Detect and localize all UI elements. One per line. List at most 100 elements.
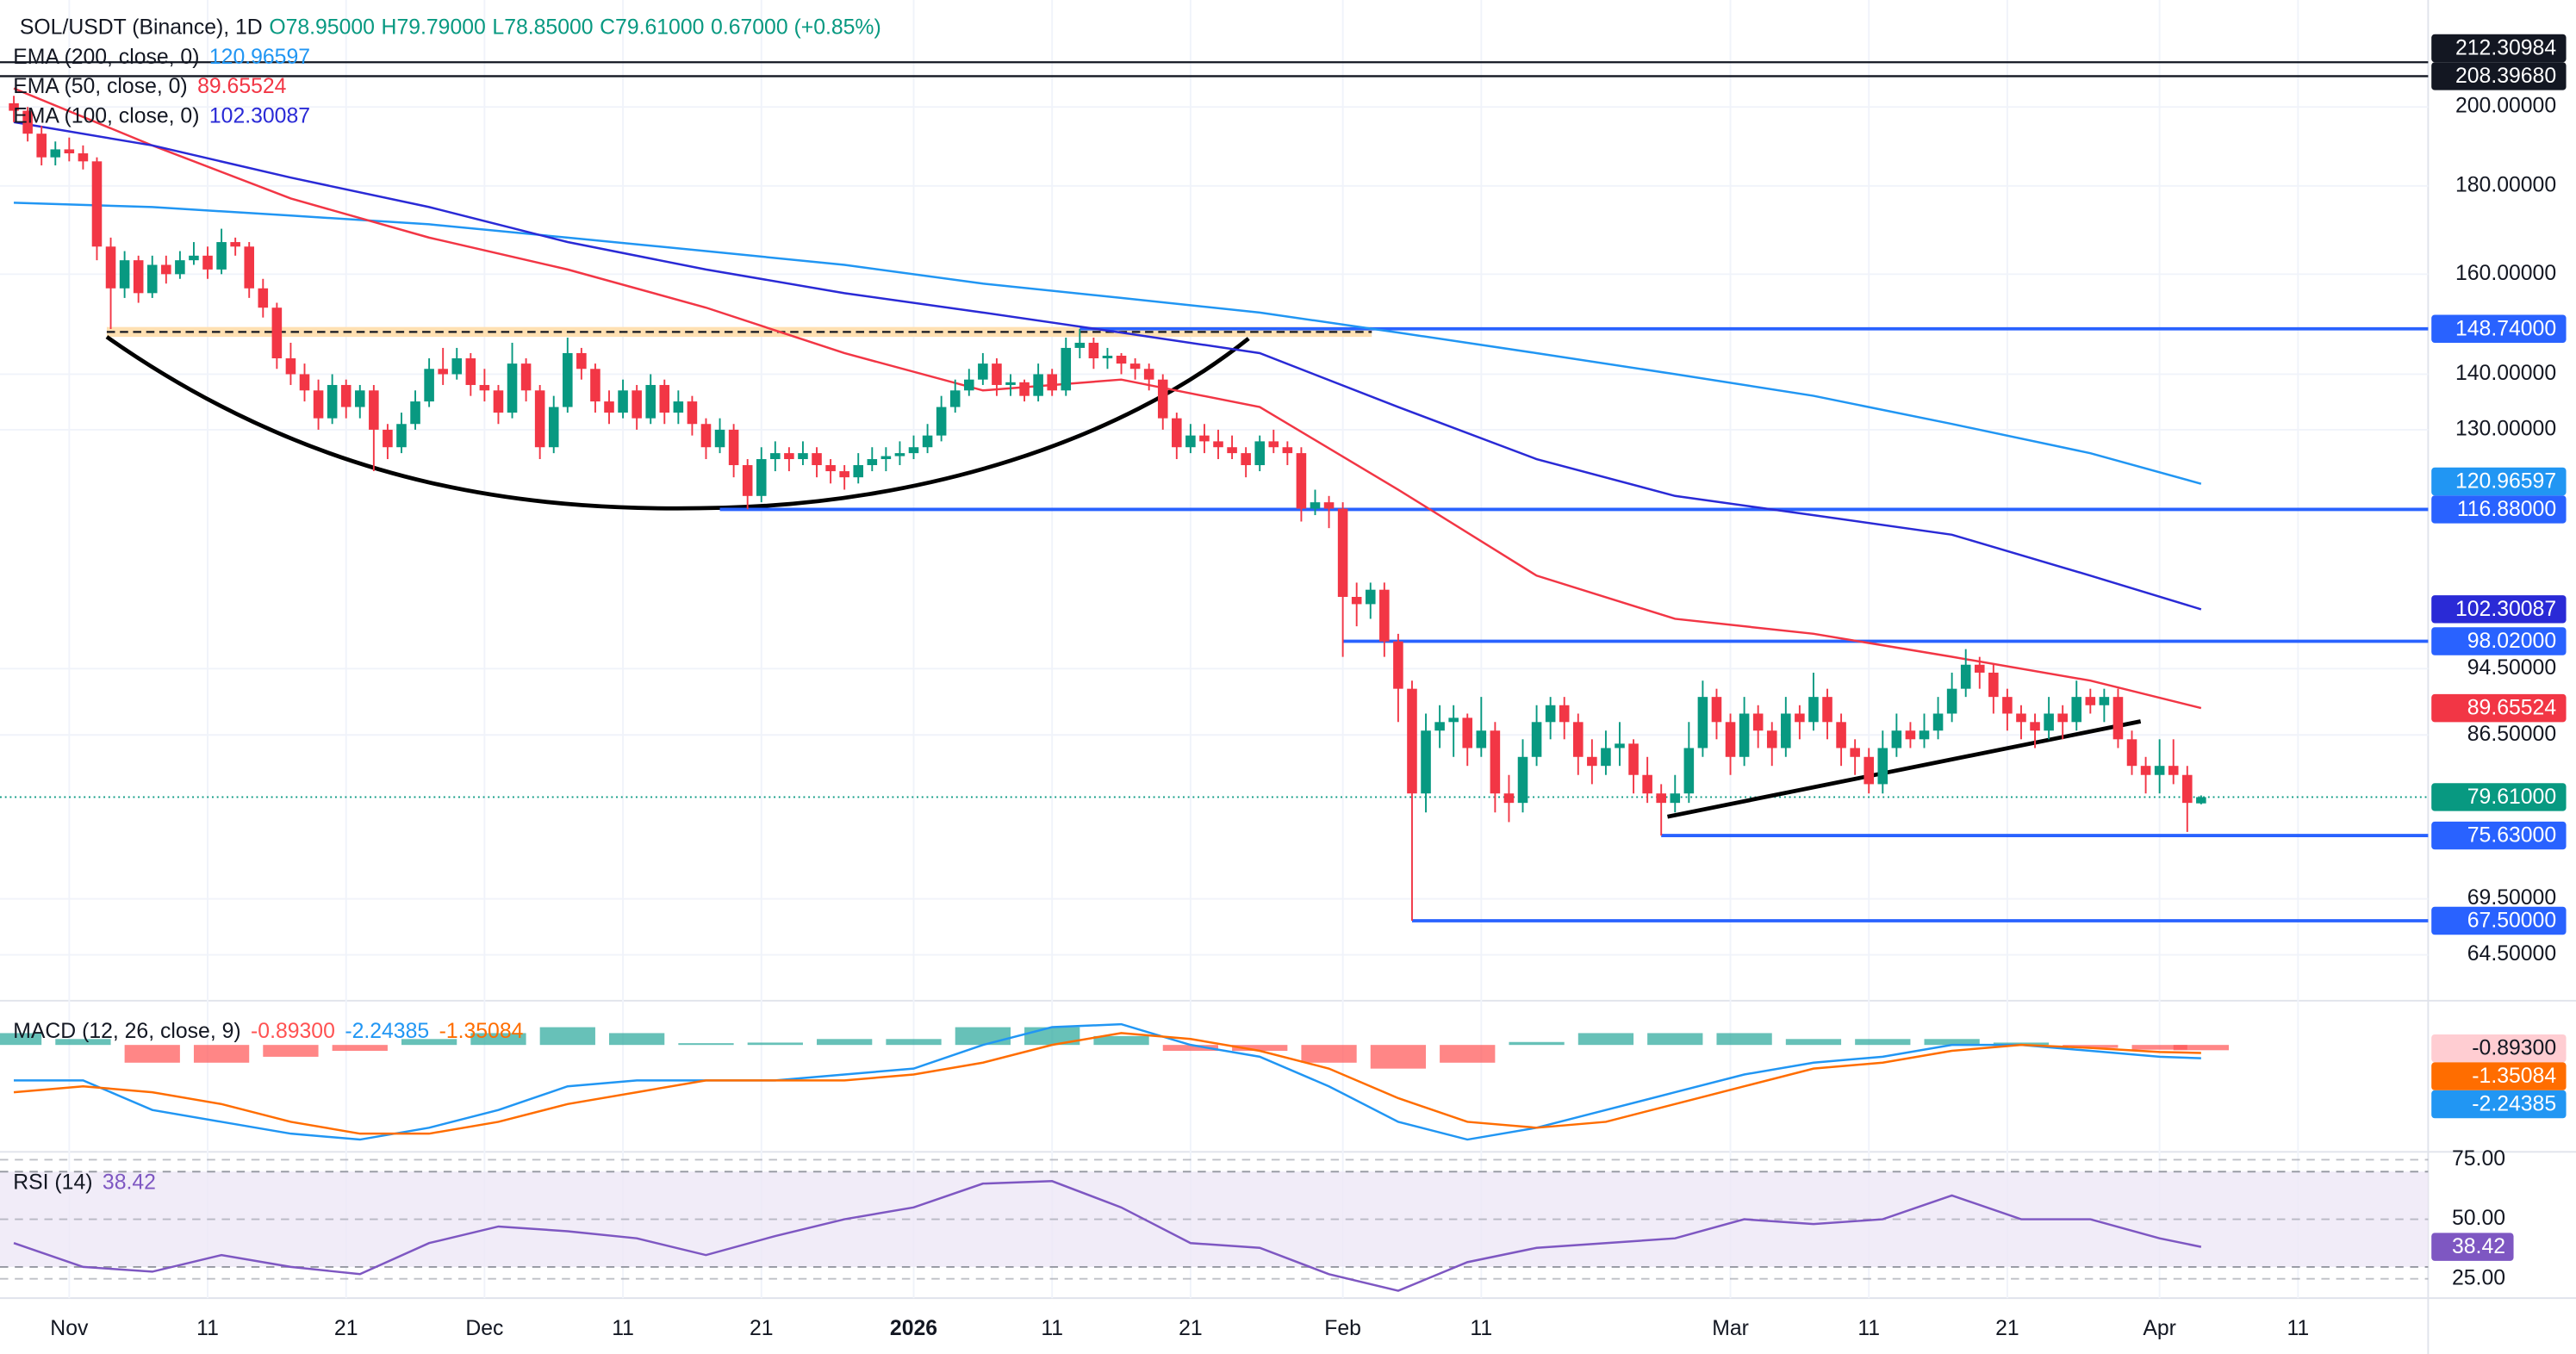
level-label-bg (2431, 627, 2567, 655)
candle-body (548, 407, 559, 448)
candle-body (1766, 730, 1777, 748)
candle-body (1836, 722, 1846, 748)
x-tick-label: 21 (1995, 1317, 2019, 1340)
candle-body (2071, 697, 2082, 723)
candle-body (105, 246, 116, 289)
price-axis-bg (2428, 0, 2576, 1354)
candle-body (271, 307, 283, 359)
x-tick-label: 21 (750, 1317, 774, 1340)
ema-line (13, 87, 2202, 710)
x-tick-label: Dec (465, 1317, 503, 1340)
candle-body (756, 459, 767, 496)
candle-body (1421, 730, 1431, 794)
rsi-legend-value: 38.42 (103, 1171, 156, 1194)
candle-body (2099, 697, 2110, 705)
candle-body (770, 453, 781, 460)
candle-body (978, 363, 988, 380)
candle-body (202, 255, 213, 270)
candle-body (1490, 730, 1501, 794)
macd-histogram-bar (678, 1043, 734, 1046)
marks (0, 87, 2229, 1292)
candle-body (1739, 713, 1750, 757)
candle-body (1864, 756, 1875, 785)
candle-body (867, 459, 878, 466)
candle-body (1434, 722, 1445, 731)
ohlc-value: O78.95000 (269, 16, 375, 39)
ohlc-value: C79.61000 (600, 16, 704, 39)
macd-legend-value: -0.89300 (251, 1020, 335, 1043)
candle-body (285, 358, 296, 375)
candle-body (728, 429, 739, 466)
candle-body (1393, 641, 1403, 689)
ema-value-label: 120.96597 (2455, 470, 2556, 494)
candle-body (576, 352, 587, 370)
candle-body (438, 369, 448, 375)
candle-body (1683, 748, 1695, 794)
ema-legend: EMA (200, close, 0) 120.96597 (13, 45, 310, 68)
ema-legend-name: EMA (50, close, 0) (13, 75, 187, 98)
candle-body (1033, 374, 1043, 396)
candle-body (1808, 697, 1819, 723)
macd-histogram-bar (1301, 1045, 1357, 1063)
candle-body (78, 153, 89, 162)
rsi-legend: RSI (14) 38.42 (13, 1171, 156, 1194)
candle-body (1656, 793, 1666, 804)
candle-body (1545, 705, 1556, 723)
level-label: 212.30984 (2455, 37, 2556, 60)
candle-body (880, 456, 892, 460)
candle-body (299, 374, 310, 391)
macd-histogram-bar (1370, 1045, 1427, 1069)
candle-body (64, 149, 75, 154)
candle-body (632, 390, 642, 419)
macd-value-label-bg (2431, 1090, 2567, 1119)
candle-body (784, 453, 794, 460)
level-label: 116.88000 (2457, 498, 2556, 521)
candle-body (2154, 766, 2165, 775)
y-tick-label: 160.00000 (2455, 262, 2556, 285)
candle-body (825, 465, 836, 472)
macd-histogram-bar (539, 1027, 595, 1046)
macd-histogram-bar (1577, 1033, 1634, 1046)
rsi-value-label: 38.42 (2452, 1235, 2505, 1258)
candle-body (2126, 739, 2137, 767)
candle-body (133, 260, 144, 294)
level-label-bg (2431, 34, 2567, 63)
candle-body (1711, 697, 1722, 723)
x-tick-label: 11 (196, 1317, 219, 1340)
ema-legend-value: 102.30087 (209, 104, 310, 127)
macd-line (13, 1032, 2201, 1135)
candle-body (1905, 730, 1916, 740)
candle-body (1172, 418, 1182, 448)
drawings (0, 61, 2429, 922)
candle-body (604, 401, 614, 413)
macd-histogram-bar (1716, 1033, 1772, 1046)
candle-body (1268, 441, 1279, 448)
candle-body (369, 390, 379, 430)
candle-body (700, 424, 712, 448)
candle-body (1102, 355, 1113, 359)
candle-body (687, 401, 698, 425)
candle-body (258, 288, 269, 308)
ohlc-value: L78.85000 (492, 16, 593, 39)
candle-body (618, 390, 628, 413)
candle-body (1822, 697, 1832, 723)
candle-body (1628, 743, 1639, 775)
candle-body (1129, 363, 1141, 370)
ema-value-label-bg (2431, 467, 2567, 496)
candle-body (383, 429, 393, 448)
macd-histogram-bar (1924, 1039, 1980, 1046)
candle-body (2140, 766, 2151, 775)
candle-body (1005, 382, 1016, 385)
x-tick-label: Nov (50, 1317, 89, 1340)
trendline (1667, 719, 2142, 819)
candle-body (507, 363, 518, 413)
candle-body (1448, 717, 1459, 723)
candle-body (1752, 713, 1764, 731)
macd-legend-name: MACD (12, 26, close, 9) (13, 1020, 240, 1043)
x-tick-label: 21 (334, 1317, 358, 1340)
candle-body (590, 369, 600, 402)
candle-body (1157, 379, 1168, 419)
candle-body (659, 384, 670, 413)
